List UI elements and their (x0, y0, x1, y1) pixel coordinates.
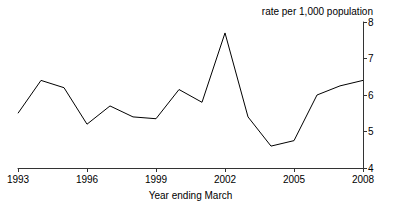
svg-text:1996: 1996 (76, 174, 99, 185)
svg-text:2002: 2002 (214, 174, 237, 185)
svg-text:1999: 1999 (145, 174, 168, 185)
svg-text:2005: 2005 (283, 174, 306, 185)
svg-text:rate per 1,000 population: rate per 1,000 population (262, 6, 373, 17)
svg-text:8: 8 (368, 17, 374, 28)
svg-text:2008: 2008 (352, 174, 375, 185)
svg-text:7: 7 (368, 53, 374, 64)
svg-text:6: 6 (368, 90, 374, 101)
svg-text:5: 5 (368, 126, 374, 137)
svg-text:1993: 1993 (7, 174, 30, 185)
svg-text:Year ending March: Year ending March (149, 190, 233, 201)
svg-text:4: 4 (368, 163, 374, 174)
